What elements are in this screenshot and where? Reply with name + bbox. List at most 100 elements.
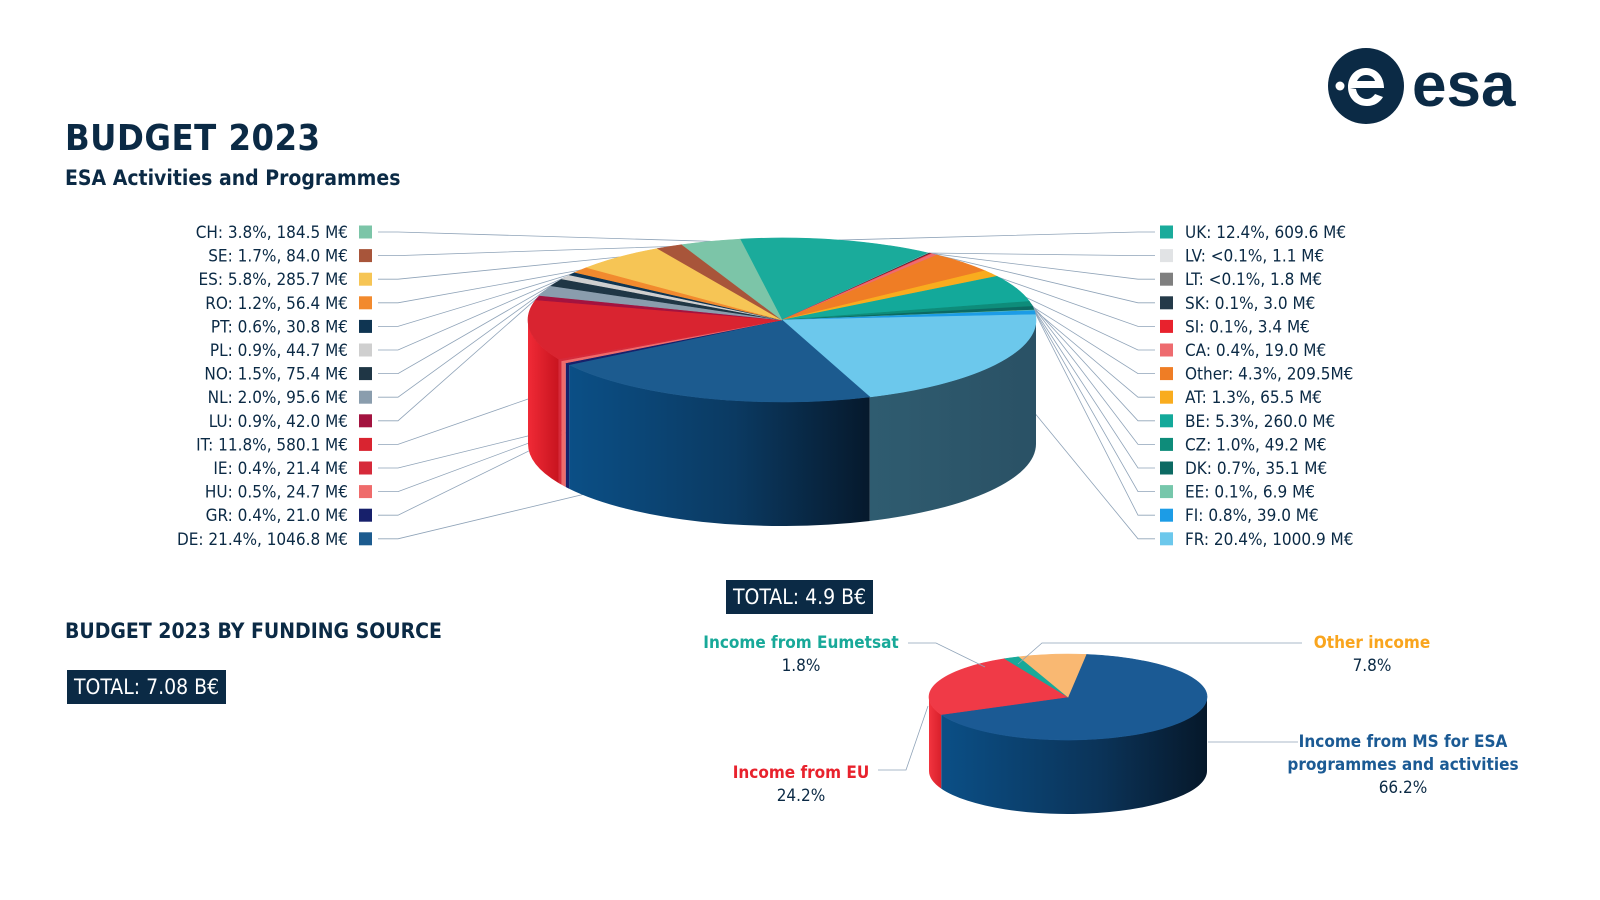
- pie-side-fr: [869, 320, 1036, 521]
- funding-label-other-income: Other income: [1314, 633, 1430, 653]
- legend-swatch-ch: [359, 225, 372, 239]
- leader-line-ch: [378, 231, 711, 242]
- legend-swatch-sk: [1160, 296, 1173, 310]
- funding-section-title: BUDGET 2023 BY FUNDING SOURCE: [65, 619, 442, 643]
- leader-line-fr: [994, 364, 1155, 540]
- funding-leader-other-income: [1017, 642, 1302, 665]
- funding-percent-income-from-ms-for-esa-programmes-and-activities: 66.2%: [1379, 778, 1428, 798]
- pie-slice-de: [568, 319, 871, 403]
- funding-slice-income-from-eu: [928, 658, 1069, 715]
- legend-swatch-pt: [359, 319, 372, 333]
- funding-slice-income-from-ms-for-esa-programmes-and-activities: [940, 654, 1208, 741]
- pie-side-de: [569, 364, 870, 526]
- legend-label-ee: EE: 0.1%, 6.9 M€: [1185, 483, 1315, 503]
- legend-swatch-se: [359, 249, 372, 263]
- funding-leader-income-from-eu: [878, 705, 929, 771]
- legend-label-uk: UK: 12.4%, 609.6 M€: [1185, 223, 1346, 243]
- leader-line-dk: [1033, 308, 1155, 469]
- legend-label-si: SI: 0.1%, 3.4 M€: [1185, 317, 1310, 337]
- legend-swatch-at: [1160, 390, 1173, 404]
- legend-swatch-lt: [1160, 272, 1173, 286]
- legend-label-other: Other: 4.3%, 209.5M€: [1185, 365, 1353, 385]
- legend-swatch-dk: [1160, 461, 1173, 475]
- funding-percent-other-income: 7.8%: [1353, 656, 1392, 676]
- esa-logo-text: esa: [1412, 51, 1516, 120]
- page-subtitle: ESA Activities and Programmes: [65, 166, 401, 190]
- legend-swatch-ee: [1160, 485, 1173, 499]
- legend-swatch-ie: [359, 461, 372, 475]
- legend-label-be: BE: 5.3%, 260.0 M€: [1185, 412, 1335, 432]
- funding-label-income-from-ms-for-esa-programmes-and-activities: Income from MS for ESA: [1299, 732, 1508, 752]
- legend-label-se: SE: 1.7%, 84.0 M€: [208, 247, 348, 267]
- leader-line-pl: [378, 276, 566, 351]
- legend-label-fi: FI: 0.8%, 39.0 M€: [1185, 506, 1319, 526]
- legend-label-lv: LV: <0.1%, 1.1 M€: [1185, 247, 1324, 267]
- legend-swatch-pl: [359, 343, 372, 357]
- main-pie-sides: [528, 320, 1036, 526]
- legend-swatch-nl: [359, 390, 372, 404]
- legend-label-ca: CA: 0.4%, 19.0 M€: [1185, 341, 1326, 361]
- funding-slice-other-income: [1018, 653, 1087, 698]
- leader-line-it: [378, 397, 531, 445]
- funding-side-income-from-eu: [929, 697, 942, 789]
- pie-side-hu: [561, 360, 566, 487]
- funding-pie-labels: Income from MS for ESA programmes and act…: [703, 633, 1518, 806]
- leader-line-lu: [378, 297, 538, 422]
- leader-line-nl: [378, 290, 546, 398]
- pie-slice-ch: [681, 238, 783, 321]
- legend-swatch-gr: [359, 508, 372, 522]
- legend-swatch-hu: [359, 485, 372, 499]
- pie-slice-uk: [739, 237, 930, 321]
- funding-label-income-from-eumetsat: Income from Eumetsat: [703, 633, 898, 653]
- funding-percent-income-from-eu: 24.2%: [777, 786, 826, 806]
- leader-line-cz: [1030, 303, 1155, 445]
- legend-swatch-it: [359, 437, 372, 451]
- leader-line-pt: [378, 273, 573, 327]
- legend-swatch-ro: [359, 296, 372, 310]
- legend-swatch-si: [1160, 319, 1173, 333]
- legend-swatch-de: [359, 532, 372, 546]
- page-title: BUDGET 2023: [65, 118, 321, 159]
- legend-swatch-lu: [359, 414, 372, 428]
- legend-left: CH: 3.8%, 184.5 M€ SE: 1.7%, 84.0 M€ ES: 5…: [177, 223, 372, 550]
- leader-line-lv: [928, 252, 1155, 257]
- leader-line-sk: [929, 252, 1155, 304]
- leader-line-hu: [378, 429, 564, 493]
- legend-label-ro: RO: 1.2%, 56.4 M€: [205, 294, 348, 314]
- leader-line-lt: [928, 252, 1155, 280]
- pie-slice-fr: [781, 314, 1037, 398]
- pie-side-ie: [558, 358, 562, 485]
- legend-label-at: AT: 1.3%, 65.5 M€: [1185, 388, 1322, 408]
- funding-pie: [928, 653, 1208, 814]
- legend-label-dk: DK: 0.7%, 35.1 M€: [1185, 459, 1327, 479]
- legend-label-fr: FR: 20.4%, 1000.9 M€: [1185, 530, 1353, 550]
- funding-percent-income-from-eumetsat: 1.8%: [782, 656, 821, 676]
- pie-side-gr: [565, 362, 570, 489]
- leader-line-no: [378, 282, 557, 375]
- pie-slice-it: [527, 299, 783, 360]
- legend-label-cz: CZ: 1.0%, 49.2 M€: [1185, 435, 1327, 455]
- funding-leader-income-from-eumetsat: [908, 642, 986, 668]
- leader-line-ie: [378, 427, 561, 469]
- legend-label-hu: HU: 0.5%, 24.7 M€: [205, 483, 348, 503]
- legend-swatch-be: [1160, 414, 1173, 428]
- legend-label-pt: PT: 0.6%, 30.8 M€: [211, 317, 348, 337]
- legend-swatch-other: [1160, 367, 1173, 381]
- leader-line-gr: [378, 431, 568, 516]
- leader-line-ro: [378, 269, 581, 304]
- legend-label-lt: LT: <0.1%, 1.8 M€: [1185, 270, 1322, 290]
- legend-swatch-ca: [1160, 343, 1173, 357]
- legend-swatch-no: [359, 367, 372, 381]
- esa-logo-dot: [1335, 81, 1345, 91]
- pie-side-it: [528, 320, 559, 483]
- legend-label-es: ES: 5.8%, 285.7 M€: [199, 270, 349, 290]
- leader-line-ee: [1033, 310, 1155, 493]
- leader-line-se: [378, 246, 670, 257]
- legend-swatch-fi: [1160, 508, 1173, 522]
- legend-swatch-cz: [1160, 437, 1173, 451]
- legend-label-de: DE: 21.4%, 1046.8 M€: [177, 530, 348, 550]
- funding-label-income-from-eu: Income from EU: [733, 763, 870, 783]
- legend-swatch-fr: [1160, 532, 1173, 546]
- legend-label-ie: IE: 0.4%, 21.4 M€: [213, 459, 348, 479]
